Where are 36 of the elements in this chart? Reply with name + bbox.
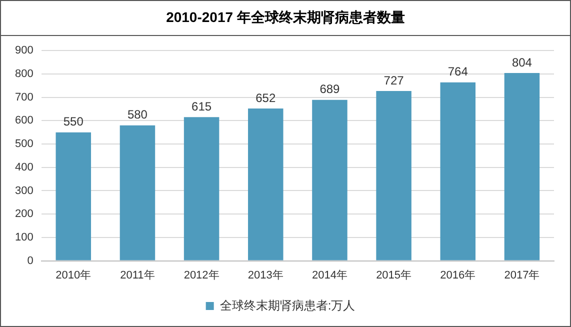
y-tick-label: 700 [14, 91, 34, 104]
bar [440, 82, 476, 260]
data-label: 804 [512, 55, 532, 70]
y-tick-label: 600 [14, 114, 34, 127]
bar [184, 117, 220, 260]
data-label: 615 [192, 99, 212, 114]
x-tick-label: 2010年 [56, 269, 92, 282]
bar [504, 73, 540, 260]
data-label: 727 [384, 73, 404, 88]
bar [376, 91, 412, 260]
x-tick-label: 2012年 [184, 269, 220, 282]
x-tick-label: 2014年 [312, 269, 348, 282]
bar [56, 132, 92, 260]
legend-label: 全球终末期肾病患者:万人 [220, 298, 356, 312]
x-tick-label: 2017年 [504, 269, 540, 282]
x-tick-label: 2011年 [120, 269, 155, 282]
y-tick-label: 200 [14, 208, 34, 220]
data-label: 764 [448, 64, 468, 79]
y-tick-label: 300 [14, 184, 34, 197]
bar [312, 100, 348, 260]
y-tick-label: 500 [14, 138, 34, 150]
data-label: 550 [63, 114, 84, 129]
y-tick-label: 100 [14, 231, 34, 244]
chart-title: 2010-2017 年全球终末期肾病患者数量 [1, 1, 570, 36]
y-tick-label: 900 [14, 44, 34, 57]
data-label: 580 [127, 108, 148, 122]
x-tick-label: 2015年 [376, 269, 412, 282]
y-tick-label: 800 [14, 68, 34, 80]
y-tick-label: 400 [14, 161, 34, 174]
bar [248, 108, 284, 260]
bar [120, 125, 156, 260]
x-tick-label: 2016年 [440, 269, 476, 282]
data-label: 689 [320, 82, 340, 96]
x-tick-label: 2013年 [248, 269, 284, 282]
data-label: 652 [256, 90, 276, 105]
y-tick-label: 0 [27, 254, 34, 267]
